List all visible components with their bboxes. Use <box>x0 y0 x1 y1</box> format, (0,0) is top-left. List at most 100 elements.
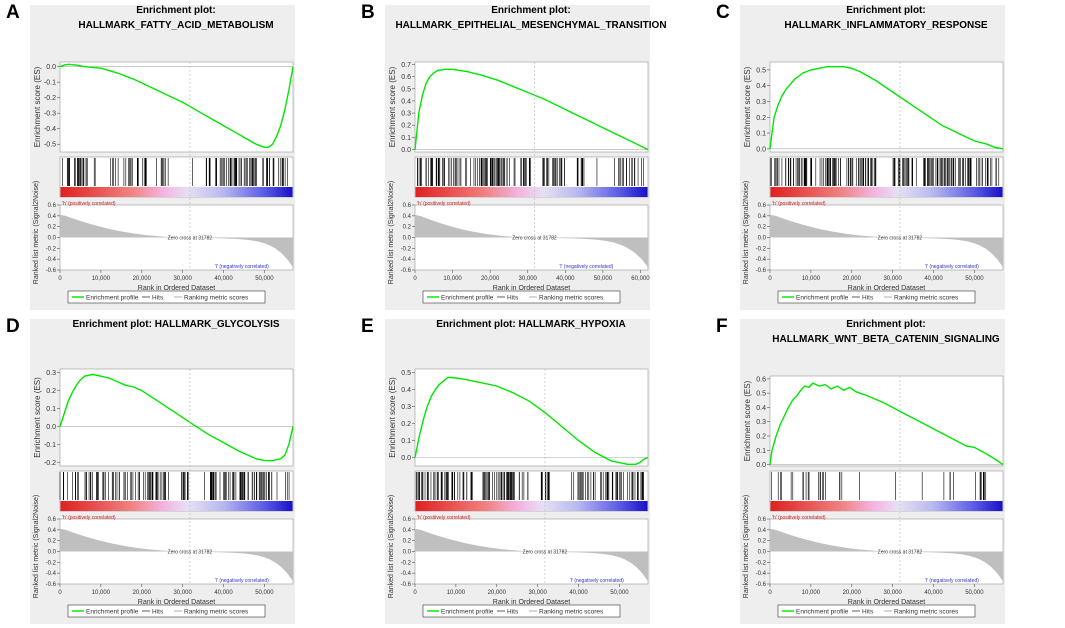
positive-correlation-label: 'h' (positively correlated) <box>417 201 471 207</box>
gsea-panel-e: E Enrichment plot: HALLMARK_HYPOXIA 0.0 0.1… <box>355 314 710 628</box>
x-tick-label: 0 <box>768 276 772 282</box>
es-y-tick-label: 0.3 <box>756 99 766 106</box>
es-y-tick-label: 0.2 <box>401 123 411 130</box>
x-tick-label: 10,000 <box>92 590 111 596</box>
metric-y-tick-label: 0.4 <box>403 214 412 220</box>
es-y-tick-label: -0.4 <box>44 126 56 133</box>
positive-correlation-label: 'h' (positively correlated) <box>62 201 116 207</box>
metric-y-axis-label: Ranked list metric (Signal2Noise) <box>388 495 395 598</box>
es-y-tick-label: 0.0 <box>46 424 56 431</box>
gsea-panel-a: A Enrichment plot: HALLMARK_FATTY_ACID_MET… <box>0 0 355 314</box>
es-y-tick-label: 0.0 <box>401 147 411 154</box>
es-y-tick-label: 0.1 <box>756 448 766 455</box>
metric-y-tick-label: 0.6 <box>758 203 767 209</box>
metric-y-tick-label: 0.6 <box>758 517 767 523</box>
legend-box <box>777 604 976 618</box>
x-axis-label: Rank in Ordered Dataset <box>848 599 925 606</box>
metric-y-tick-label: 0.4 <box>403 528 412 534</box>
panel-letter: B <box>361 2 375 23</box>
legend: Enrichment profile Hits Ranking metric sco… <box>67 604 266 618</box>
es-y-tick-label: 0.0 <box>756 462 766 469</box>
es-plot-area <box>414 368 649 467</box>
metric-y-tick-label: -0.2 <box>46 246 57 252</box>
legend-label-metric: Ranking metric scores <box>894 609 959 616</box>
legend: Enrichment profile Hits Ranking metric sco… <box>67 290 266 304</box>
es-y-tick-label: -0.1 <box>44 442 56 449</box>
panel-letter: F <box>716 316 728 337</box>
gsea-chart: Enrichment plot: HALLMARK_FATTY_ACID_META… <box>30 5 295 310</box>
es-y-axis-label: Enrichment score (ES) <box>743 66 752 147</box>
es-y-tick-label: 0.3 <box>756 419 766 426</box>
metric-y-tick-label: 0.4 <box>758 214 767 220</box>
legend-label-hits: Hits <box>862 609 874 616</box>
legend-label-profile: Enrichment profile <box>86 609 139 616</box>
gsea-panel-f: F Enrichment plot: HALLMARK_WNT_BETA_CATEN… <box>710 314 1065 628</box>
zero-cross-label: Zero cross at 31782 <box>523 550 568 556</box>
es-y-tick-label: 0.6 <box>401 74 411 81</box>
x-axis-label: Rank in Ordered Dataset <box>138 285 215 292</box>
x-tick-label: 0 <box>58 276 62 282</box>
x-tick-label: 50,000 <box>255 276 274 282</box>
es-y-axis-label: Enrichment score (ES) <box>743 380 752 461</box>
metric-y-axis-label: Ranked list metric (Signal2Noise) <box>388 181 395 284</box>
es-y-axis-label: Enrichment score (ES) <box>388 66 397 147</box>
gsea-panel-c: C Enrichment plot: HALLMARK_INFLAMMATORY_R… <box>710 0 1065 314</box>
es-y-tick-label: 0.3 <box>401 111 411 118</box>
x-tick-label: 50,000 <box>594 276 613 282</box>
es-y-tick-label: 0.2 <box>756 115 766 122</box>
x-tick-label: 20,000 <box>481 276 500 282</box>
enrichment-profile-line <box>59 63 294 149</box>
es-y-tick-label: 0.0 <box>401 455 411 462</box>
legend-label-hits: Hits <box>152 609 164 616</box>
legend-label-metric: Ranking metric scores <box>894 295 959 302</box>
metric-y-tick-label: 0.6 <box>48 517 57 523</box>
es-y-tick-label: 0.4 <box>756 83 766 90</box>
x-axis-label: Rank in Ordered Dataset <box>493 285 570 292</box>
metric-y-axis-label: Ranked list metric (Signal2Noise) <box>743 181 750 284</box>
metric-y-tick-label: 0.4 <box>48 528 57 534</box>
es-y-tick-label: 0.2 <box>401 421 411 428</box>
es-y-tick-label: 0.1 <box>756 131 766 138</box>
positive-correlation-label: 'h' (positively correlated) <box>62 515 116 521</box>
negative-correlation-label: 'l' (negatively correlated) <box>925 578 979 584</box>
es-plot-area <box>414 61 649 153</box>
x-tick-label: 0 <box>58 590 62 596</box>
legend-label-hits: Hits <box>507 295 519 302</box>
chart-title-line: HALLMARK_FATTY_ACID_METABOLISM <box>78 20 273 31</box>
gsea-chart: Enrichment plot: HALLMARK_INFLAMMATORY_RE… <box>740 5 1005 310</box>
positive-correlation-label: 'h' (positively correlated) <box>417 515 471 521</box>
gsea-chart: Enrichment plot: HALLMARK_GLYCOLYSIS 0.3 0… <box>30 319 295 624</box>
negative-correlation-label: 'l' (negatively correlated) <box>925 264 979 270</box>
hit-marks <box>770 158 1000 186</box>
hit-marks <box>771 472 987 500</box>
chart-title-line: Enrichment plot: HALLMARK_GLYCOLYSIS <box>72 319 279 330</box>
metric-y-tick-label: 0.2 <box>758 225 767 231</box>
legend-box <box>67 604 266 618</box>
enrichment-profile-line <box>414 376 649 466</box>
metric-y-tick-label: 0.2 <box>48 539 57 545</box>
metric-y-axis-label: Ranked list metric (Signal2Noise) <box>33 495 40 598</box>
metric-y-tick-label: -0.4 <box>401 571 412 577</box>
x-tick-label: 30,000 <box>519 276 538 282</box>
legend-box <box>67 290 266 304</box>
metric-y-tick-label: -0.2 <box>756 246 767 252</box>
gsea-chart: Enrichment plot: HALLMARK_EPITHELIAL_MESE… <box>385 5 667 310</box>
panel-letter: A <box>6 2 20 23</box>
es-y-tick-label: -0.5 <box>44 142 56 149</box>
metric-y-tick-label: -0.4 <box>46 257 57 263</box>
x-tick-label: 20,000 <box>133 590 152 596</box>
metric-y-tick-label: 0.2 <box>758 539 767 545</box>
legend: Enrichment profile Hits Ranking metric sco… <box>777 604 976 618</box>
x-tick-label: 30,000 <box>173 590 192 596</box>
x-tick-label: 10,000 <box>447 590 466 596</box>
es-plot-area <box>769 375 1004 467</box>
metric-y-tick-label: 0.6 <box>403 203 412 209</box>
zero-cross-label: Zero cross at 31782 <box>512 236 557 242</box>
metric-y-tick-label: -0.6 <box>46 268 57 274</box>
ranking-color-bar <box>415 501 648 511</box>
legend-label-profile: Enrichment profile <box>796 295 849 302</box>
metric-y-tick-label: -0.6 <box>401 582 412 588</box>
metric-y-tick-label: -0.4 <box>46 571 57 577</box>
zero-cross-label: Zero cross at 31782 <box>878 550 923 556</box>
es-y-tick-label: 0.5 <box>756 67 766 74</box>
